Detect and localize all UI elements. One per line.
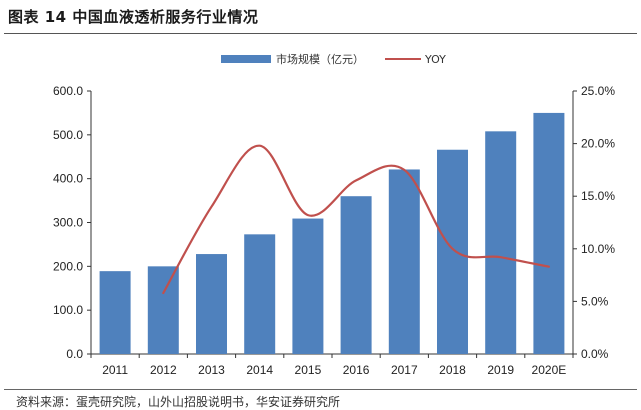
y-left-tick-label: 100.0 — [53, 303, 83, 317]
legend-swatch-bar — [221, 55, 271, 63]
legend: 市场规模（亿元） YOY — [221, 52, 446, 66]
legend-label-line: YOY — [424, 53, 446, 66]
bar — [244, 234, 276, 354]
y-right-tick-label: 0.0% — [581, 347, 609, 361]
y-right-tick-label: 25.0% — [581, 84, 615, 98]
x-tick-label: 2017 — [391, 363, 418, 377]
bar — [388, 169, 420, 354]
bar — [533, 112, 565, 355]
title-divider — [4, 33, 637, 34]
x-tick-label: 2012 — [150, 363, 177, 377]
bar — [99, 271, 131, 354]
x-tick-label: 2015 — [295, 363, 322, 377]
y-left-tick-label: 300.0 — [53, 216, 83, 230]
x-tick-label: 2018 — [439, 363, 466, 377]
source-note: 资料来源：蛋壳研究院，山外山招股说明书，华安证券研究所 — [16, 395, 341, 409]
x-tick-label: 2020E — [532, 363, 567, 377]
y-left-tick-label: 200.0 — [53, 259, 83, 273]
yoy-line — [162, 144, 550, 295]
bar — [340, 196, 372, 354]
x-tick-label: 2011 — [102, 363, 128, 377]
bar — [196, 254, 227, 354]
y-left-tick-label: 400.0 — [53, 172, 83, 186]
x-tick-label: 2013 — [198, 363, 225, 377]
x-tick-label: 2014 — [246, 363, 273, 377]
x-tick-label: 2019 — [487, 363, 514, 377]
x-tick-label: 2016 — [343, 363, 370, 377]
y-right-tick-label: 20.0% — [581, 137, 615, 151]
tick-labels: 0.0 100.0 200.0 300.0 400.0 500.0 600.0 0.0% 5.0… — [53, 84, 615, 377]
source-divider — [4, 389, 637, 390]
yoy-line-path — [162, 144, 550, 295]
bar — [292, 218, 324, 354]
y-left-tick-label: 0.0 — [66, 347, 83, 361]
figure-title: 图表 14 中国血液透析服务行业情况 — [8, 8, 259, 26]
y-left-tick-label: 600.0 — [53, 84, 83, 98]
y-right-tick-label: 15.0% — [581, 189, 615, 203]
y-right-tick-label: 5.0% — [581, 294, 609, 308]
bar — [147, 266, 179, 354]
bars — [99, 112, 565, 355]
bar — [485, 131, 517, 354]
legend-label-bar: 市场规模（亿元） — [276, 52, 364, 66]
y-right-tick-label: 10.0% — [581, 242, 615, 256]
bar — [437, 149, 468, 354]
y-left-tick-label: 500.0 — [53, 128, 83, 142]
